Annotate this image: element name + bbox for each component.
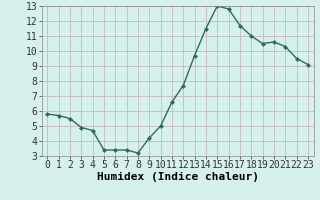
X-axis label: Humidex (Indice chaleur): Humidex (Indice chaleur) [97, 172, 259, 182]
